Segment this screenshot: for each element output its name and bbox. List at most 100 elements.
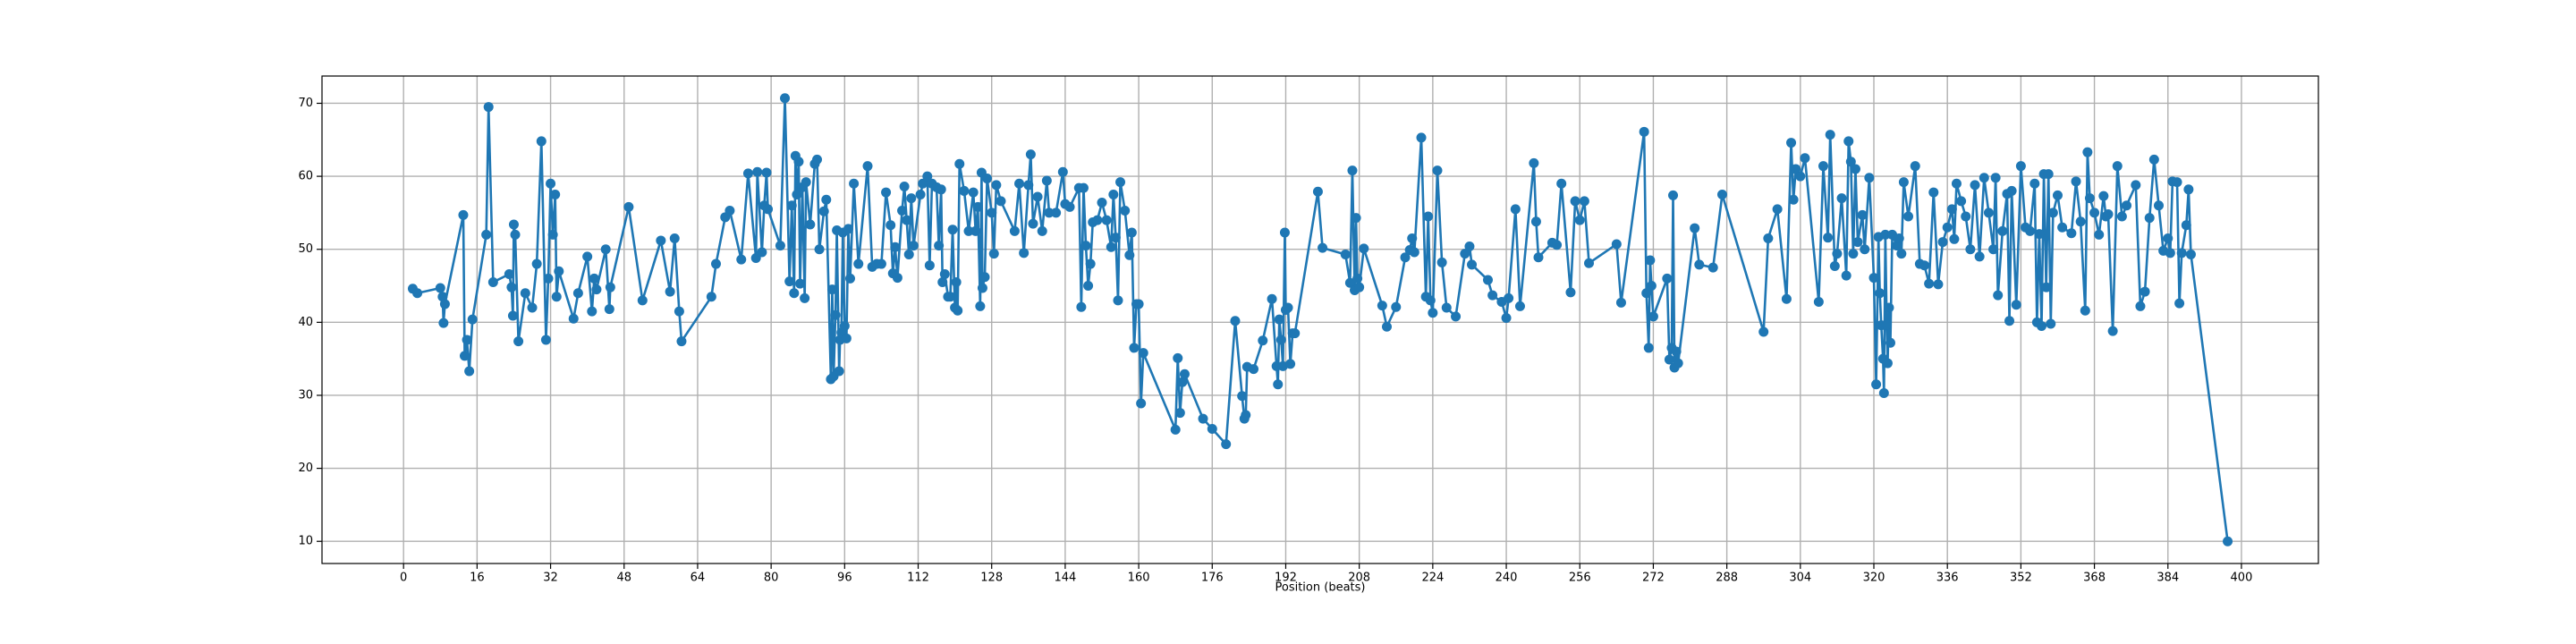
data-point bbox=[1340, 249, 1351, 259]
data-point bbox=[890, 242, 901, 252]
data-point bbox=[844, 273, 855, 284]
data-point bbox=[1351, 213, 1361, 224]
data-point bbox=[623, 201, 634, 212]
data-point bbox=[1823, 233, 1834, 243]
data-point bbox=[1552, 240, 1563, 250]
data-point bbox=[600, 244, 611, 255]
data-point bbox=[1344, 277, 1355, 288]
x-tick-label: 160 bbox=[1128, 572, 1150, 585]
data-point bbox=[934, 241, 945, 251]
data-point bbox=[1023, 180, 1034, 191]
x-tick-label: 128 bbox=[980, 572, 1003, 585]
data-point bbox=[2057, 222, 2068, 233]
data-point bbox=[1170, 424, 1181, 435]
data-point bbox=[1381, 321, 1392, 332]
data-point bbox=[1882, 358, 1893, 369]
data-point bbox=[1565, 287, 1576, 298]
data-point bbox=[2174, 298, 2185, 309]
data-point bbox=[483, 102, 494, 113]
data-point bbox=[881, 187, 892, 198]
data-point bbox=[438, 318, 449, 328]
data-point bbox=[849, 178, 860, 189]
data-point bbox=[951, 276, 962, 287]
data-point bbox=[710, 258, 721, 269]
x-tick-label: 400 bbox=[2231, 572, 2253, 585]
data-point bbox=[2153, 200, 2164, 211]
data-point bbox=[975, 301, 986, 311]
x-tick-label: 32 bbox=[543, 572, 558, 585]
data-point bbox=[1852, 237, 1863, 248]
data-point bbox=[1850, 164, 1860, 174]
data-point bbox=[1106, 242, 1116, 252]
data-point bbox=[1825, 130, 1835, 140]
data-point bbox=[1843, 136, 1854, 147]
data-point bbox=[1694, 259, 1705, 270]
data-point bbox=[1646, 281, 1657, 292]
data-point bbox=[752, 166, 763, 177]
data-point bbox=[1409, 247, 1419, 258]
data-point bbox=[554, 266, 564, 276]
data-point bbox=[1076, 301, 1087, 312]
data-point bbox=[1668, 190, 1679, 200]
data-point bbox=[1845, 157, 1856, 167]
data-point bbox=[1690, 223, 1700, 233]
data-point bbox=[1988, 244, 1999, 255]
data-point bbox=[1019, 248, 1030, 258]
data-point bbox=[2089, 208, 2100, 218]
data-point bbox=[1425, 295, 1436, 306]
data-point bbox=[724, 205, 735, 216]
data-point bbox=[2015, 161, 2026, 172]
data-point bbox=[1028, 218, 1038, 229]
data-point bbox=[1487, 290, 1498, 301]
data-point bbox=[665, 286, 675, 297]
data-point bbox=[805, 219, 816, 230]
data-point bbox=[572, 288, 583, 299]
data-point bbox=[1290, 328, 1301, 339]
data-point bbox=[2034, 229, 2045, 240]
x-tick-label: 320 bbox=[1863, 572, 1885, 585]
data-point bbox=[1258, 335, 1268, 346]
data-point bbox=[550, 190, 561, 200]
data-point bbox=[2112, 161, 2123, 172]
data-point bbox=[676, 336, 687, 347]
data-point bbox=[674, 306, 684, 317]
axes-frame bbox=[321, 75, 2319, 564]
data-point bbox=[1878, 388, 1889, 399]
data-point bbox=[1126, 227, 1137, 238]
data-point bbox=[656, 235, 666, 246]
data-point bbox=[1097, 197, 1107, 208]
data-point bbox=[1274, 314, 1284, 325]
data-point bbox=[637, 295, 648, 306]
data-point bbox=[1041, 175, 1052, 186]
y-tick-label: 60 bbox=[298, 170, 313, 183]
data-point bbox=[1377, 301, 1387, 311]
data-point bbox=[487, 276, 498, 287]
data-point bbox=[536, 136, 547, 147]
data-point bbox=[1279, 227, 1290, 238]
data-point bbox=[834, 366, 844, 377]
data-point bbox=[462, 335, 472, 345]
data-point bbox=[794, 278, 805, 289]
data-point bbox=[1237, 391, 1248, 402]
data-point bbox=[1556, 178, 1567, 189]
data-point bbox=[1645, 255, 1656, 266]
data-point bbox=[605, 282, 615, 292]
data-point bbox=[460, 351, 470, 361]
data-point bbox=[862, 161, 873, 172]
data-point bbox=[1584, 258, 1595, 268]
data-point bbox=[458, 209, 469, 220]
data-point bbox=[508, 219, 519, 230]
data-point bbox=[918, 178, 928, 189]
data-point bbox=[1504, 292, 1514, 303]
data-point bbox=[1115, 177, 1126, 188]
data-point bbox=[1230, 316, 1241, 326]
data-point bbox=[1707, 262, 1718, 273]
data-point bbox=[761, 167, 772, 178]
data-point bbox=[506, 282, 517, 292]
data-point bbox=[669, 233, 680, 243]
data-point bbox=[2098, 191, 2109, 201]
data-point bbox=[1639, 126, 1649, 137]
data-point bbox=[1133, 299, 1144, 309]
data-point bbox=[757, 247, 767, 258]
data-point bbox=[2107, 326, 2118, 336]
